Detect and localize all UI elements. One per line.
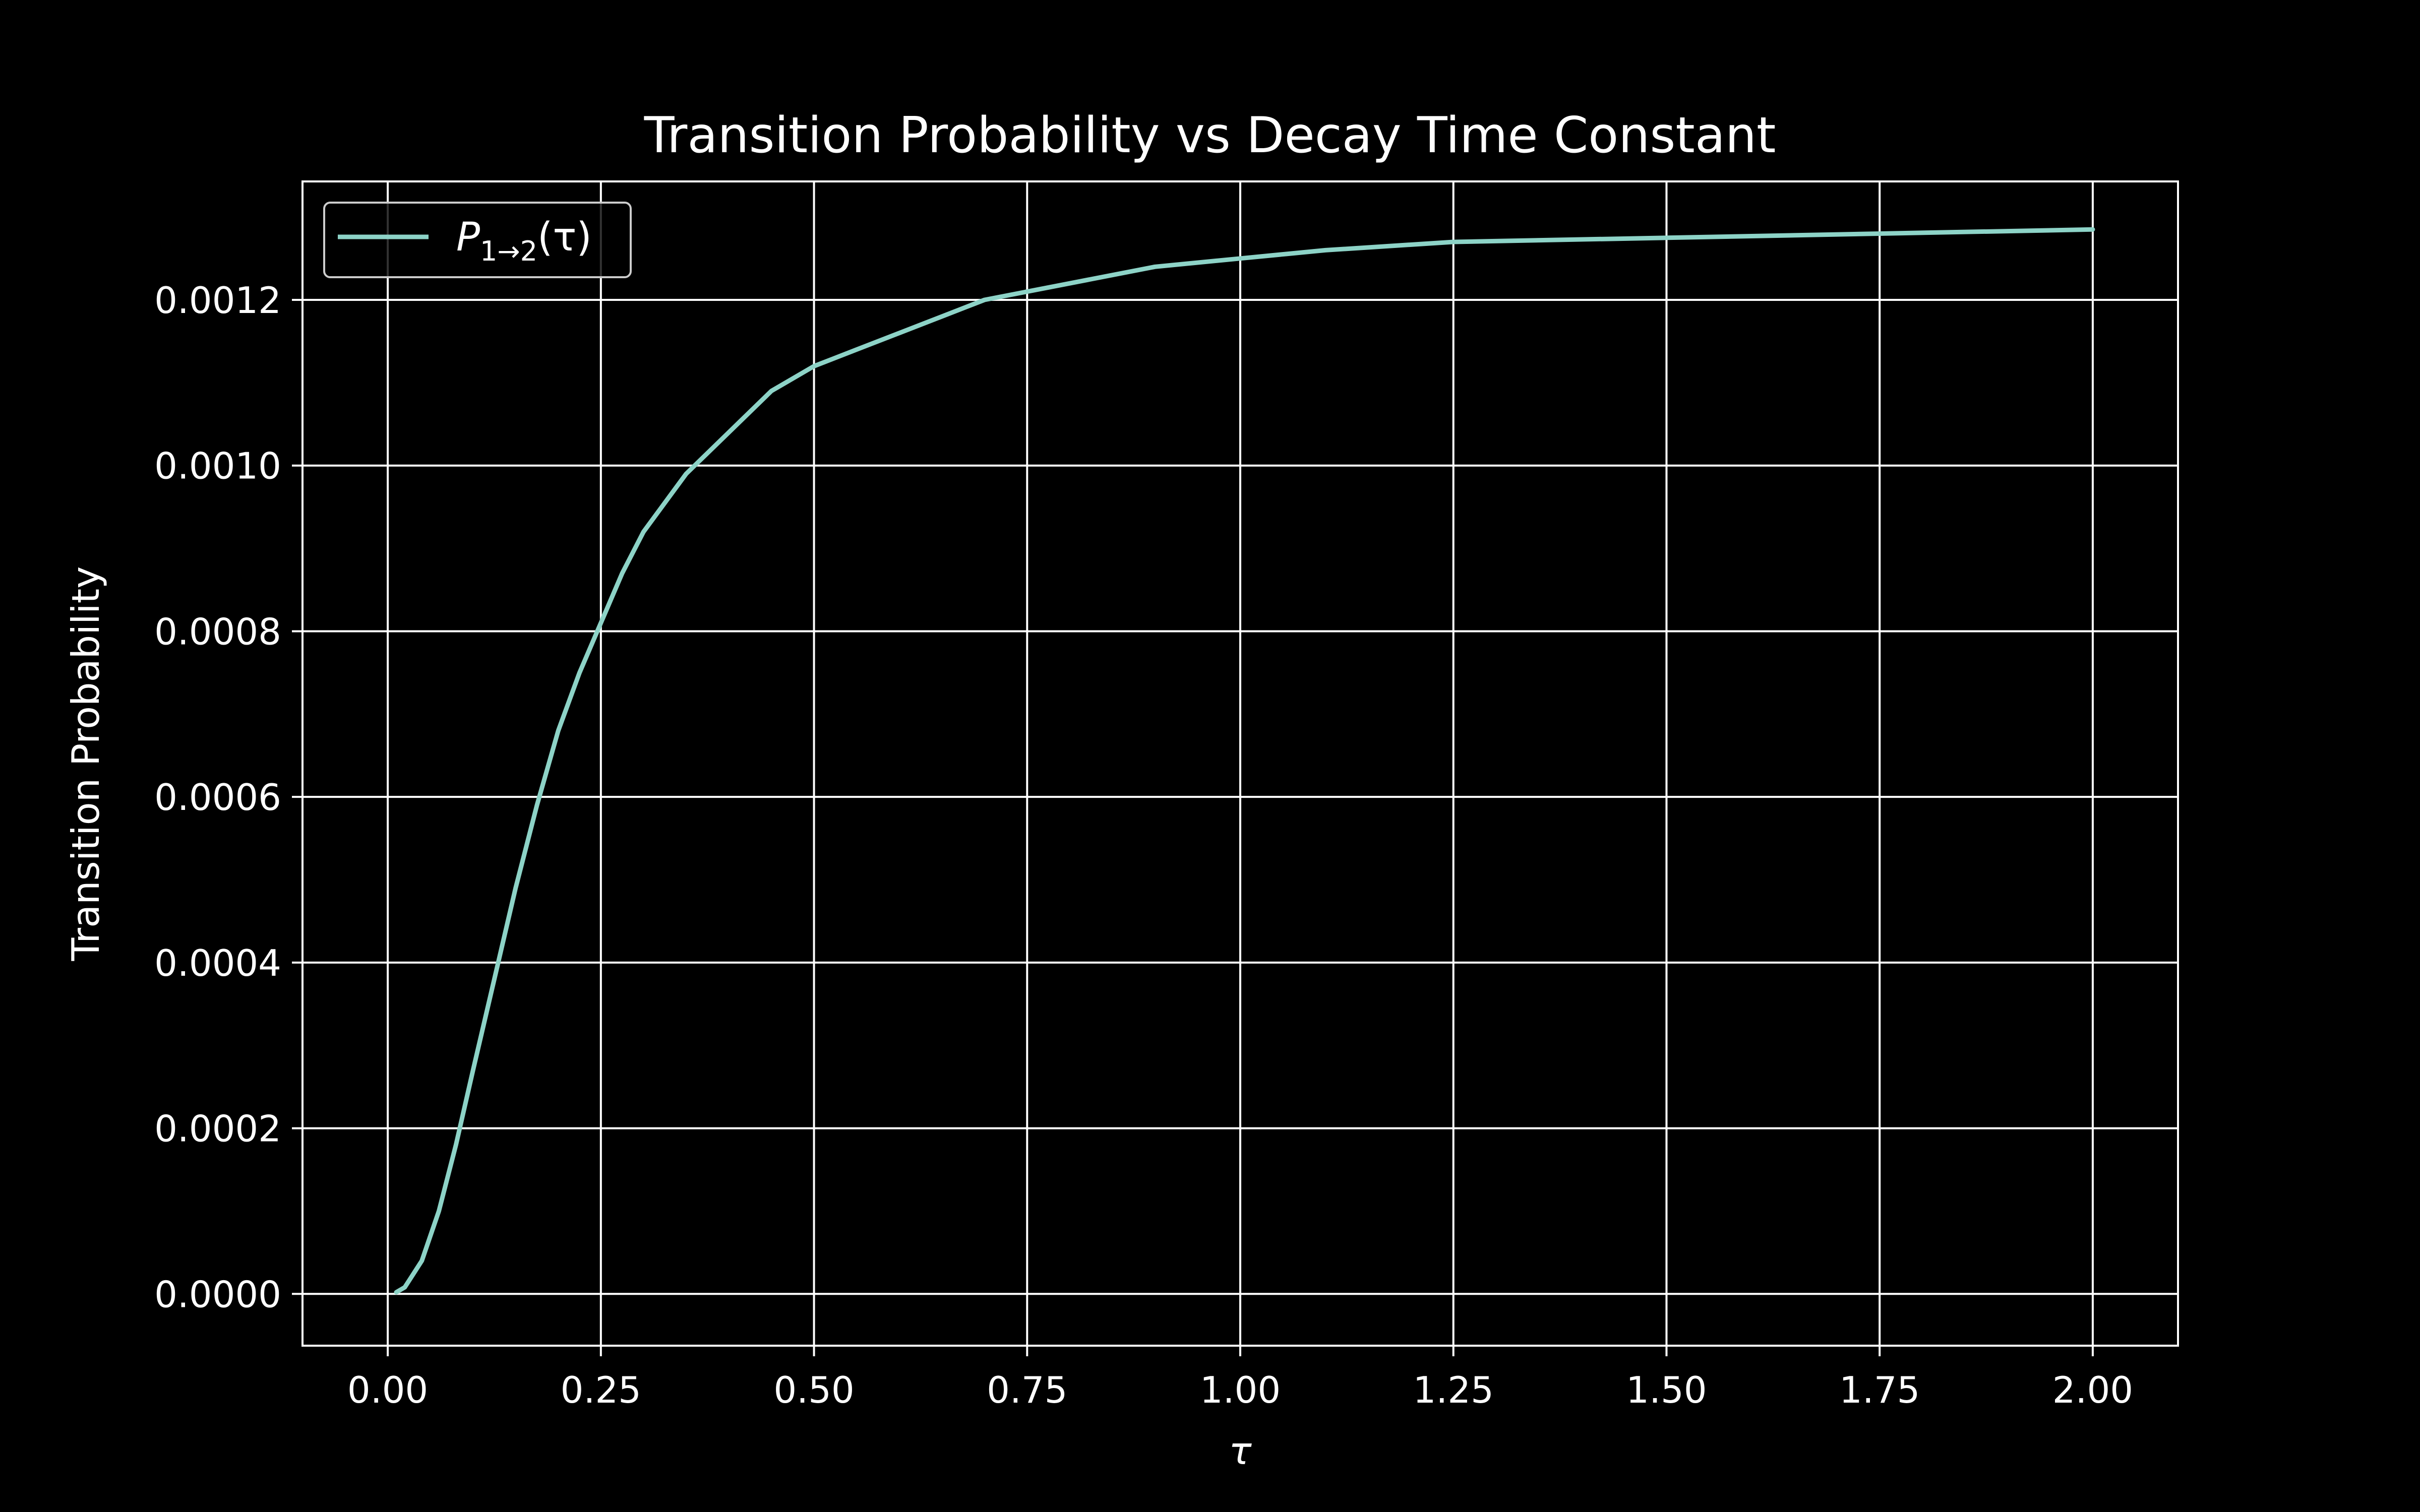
x-tick-label: 0.50	[773, 1369, 854, 1411]
x-tick-label: 0.75	[987, 1369, 1067, 1411]
x-tick-label: 2.00	[2052, 1369, 2133, 1411]
y-tick-label: 0.0006	[154, 776, 281, 818]
y-tick-label: 0.0000	[154, 1273, 281, 1315]
y-tick-label: 0.0008	[154, 610, 281, 653]
plot-series	[394, 227, 2095, 1295]
y-tick-label: 0.0010	[154, 445, 281, 487]
series-line-0	[394, 227, 2095, 1295]
y-axis: 0.0000 0.0002 0.0004 0.0006 0.0008 0.0010 0.00…	[154, 279, 302, 1315]
x-tick-label: 0.00	[347, 1369, 428, 1411]
grid	[302, 181, 2178, 1346]
legend: P1→2(τ)	[323, 202, 632, 278]
x-axis: 0.00 0.25 0.50 0.75 1.00 1.25 1.50 1.75 2.00	[347, 1346, 2133, 1411]
x-axis-label: τ	[1229, 1429, 1252, 1473]
y-axis-label: Transition Probability	[64, 566, 108, 962]
x-tick-label: 1.75	[1839, 1369, 1920, 1411]
x-tick-label: 1.50	[1626, 1369, 1707, 1411]
y-tick-label: 0.0002	[154, 1108, 281, 1150]
legend-box	[323, 202, 632, 278]
chart-title: Transition Probability vs Decay Time Con…	[644, 107, 1776, 164]
y-tick-label: 0.0012	[154, 279, 281, 322]
x-tick-label: 0.25	[561, 1369, 641, 1411]
x-tick-label: 1.25	[1413, 1369, 1494, 1411]
legend-label: P1→2(τ)	[456, 215, 592, 267]
x-tick-label: 1.00	[1200, 1369, 1281, 1411]
y-tick-label: 0.0004	[154, 942, 281, 984]
